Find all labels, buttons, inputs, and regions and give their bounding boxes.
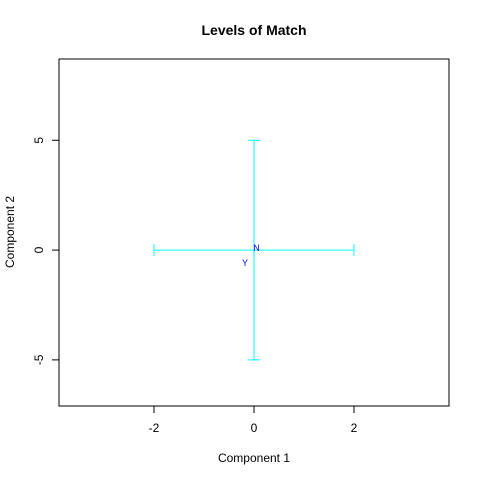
point-label-n: N [253, 243, 260, 253]
y-axis: -5 0 5 [32, 137, 60, 365]
point-label-y: Y [242, 258, 248, 268]
y-tick-label: -5 [32, 354, 46, 365]
y-tick-label: 5 [32, 137, 46, 144]
y-axis-label: Component 2 [3, 196, 17, 268]
chart-title: Levels of Match [201, 22, 306, 38]
x-tick-label: 0 [251, 421, 258, 435]
x-tick-label: 2 [351, 421, 358, 435]
x-tick-label: -2 [149, 421, 160, 435]
plot-marks: NY [153, 139, 355, 361]
x-axis: -2 0 2 [149, 405, 358, 435]
y-tick-label: 0 [32, 246, 46, 253]
x-axis-label: Component 1 [218, 451, 290, 465]
